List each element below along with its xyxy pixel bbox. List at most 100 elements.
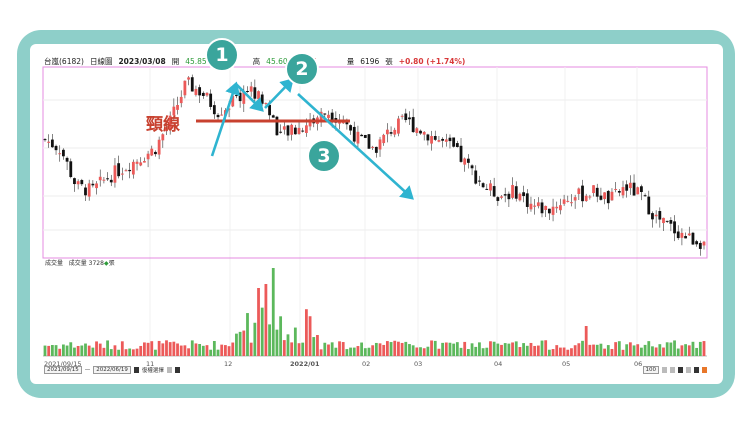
x-tick: 02 xyxy=(362,360,371,368)
candle-body xyxy=(106,178,109,180)
volume-bar xyxy=(485,347,489,356)
candle-body xyxy=(54,145,58,151)
candle-body xyxy=(349,125,352,131)
candle-body xyxy=(205,92,209,96)
volume-bar xyxy=(109,349,113,356)
volume-bar xyxy=(253,322,257,356)
candle-body xyxy=(172,106,176,116)
candle-body xyxy=(463,158,467,165)
candle-body xyxy=(536,202,540,207)
zoom-out-button[interactable] xyxy=(670,367,675,373)
candle-body xyxy=(459,145,463,162)
candle-body xyxy=(433,136,437,140)
pan-button[interactable] xyxy=(678,367,683,373)
candle-body xyxy=(139,162,143,166)
reset-button[interactable] xyxy=(686,367,691,373)
candle-body xyxy=(268,104,271,116)
zoom-in-button[interactable] xyxy=(662,367,667,373)
candle-body xyxy=(385,129,389,135)
candle-body xyxy=(617,191,621,193)
candle-body xyxy=(518,193,522,201)
settings-button[interactable] xyxy=(702,367,707,373)
volume-bar xyxy=(415,347,419,356)
volume-bar xyxy=(216,349,220,356)
volume-bar xyxy=(518,347,522,356)
volume-bar xyxy=(50,345,54,356)
volume-bar xyxy=(621,349,625,356)
volume-bar xyxy=(459,347,463,356)
volume-bar xyxy=(135,348,139,356)
volume-bar xyxy=(113,345,117,356)
candle-body xyxy=(628,182,632,189)
candle-body xyxy=(478,180,481,182)
candle-body xyxy=(474,170,478,184)
zoom-value[interactable]: 100 xyxy=(642,366,659,374)
candle-body xyxy=(65,157,69,162)
candle-body xyxy=(573,197,577,201)
volume-bar xyxy=(308,316,312,356)
volume-bar xyxy=(146,342,150,356)
volume-bar xyxy=(474,346,478,356)
candle-body xyxy=(80,180,84,185)
to-date-input[interactable]: 2022/06/19 xyxy=(93,366,131,374)
candle-body xyxy=(271,115,275,118)
volume-bar xyxy=(606,345,610,356)
arrow-dip xyxy=(235,83,264,112)
volume-bar xyxy=(691,341,695,356)
volume-bar xyxy=(654,347,658,356)
fullscreen-button[interactable] xyxy=(694,367,699,373)
volume-bar xyxy=(304,309,308,356)
badge-3: 3 xyxy=(307,139,341,173)
candle-body xyxy=(393,129,397,135)
candle-body xyxy=(220,114,224,116)
candle-body xyxy=(260,94,264,104)
candle-body xyxy=(485,188,489,190)
option-label: 復權選擇 xyxy=(141,368,164,374)
volume-bar xyxy=(547,349,551,356)
scroll-left-button[interactable] xyxy=(166,367,172,373)
candle-body xyxy=(419,130,422,134)
option-checkbox[interactable] xyxy=(133,367,139,373)
volume-series: 成交量 3728 xyxy=(68,260,104,267)
candle-body xyxy=(676,231,680,239)
candle-body xyxy=(595,187,599,197)
candle-body xyxy=(73,178,76,185)
candle-body xyxy=(161,134,165,141)
candle-body xyxy=(43,139,47,141)
candle-body xyxy=(47,141,51,143)
candle-body xyxy=(98,176,102,181)
candle-body xyxy=(632,182,636,196)
candle-body xyxy=(621,187,625,196)
volume-bar xyxy=(500,344,503,356)
candle-body xyxy=(382,134,386,144)
volume-bar xyxy=(352,347,356,356)
candle-body xyxy=(466,158,470,163)
from-date-input[interactable]: 2021/09/15 xyxy=(44,366,82,374)
candle-body xyxy=(625,184,629,191)
volume-bar xyxy=(212,340,216,356)
candle-body xyxy=(176,104,179,110)
candle-body xyxy=(194,88,198,95)
volume-bar xyxy=(658,344,662,356)
candle-body xyxy=(58,153,62,155)
candle-body xyxy=(555,206,559,209)
volume-bar xyxy=(393,340,397,356)
volume-bar xyxy=(209,349,213,356)
scroll-right-button[interactable] xyxy=(174,367,180,373)
volume-bar xyxy=(378,343,382,356)
volume-bar xyxy=(279,316,283,356)
candle-body xyxy=(179,96,183,104)
volume-bar xyxy=(65,345,69,356)
volume-bar xyxy=(492,341,496,356)
volume-bar xyxy=(536,345,540,356)
x-tick: 04 xyxy=(494,360,503,368)
volume-bar xyxy=(496,343,500,356)
candle-body xyxy=(323,113,327,115)
volume-label: 量 xyxy=(346,56,355,66)
volume-bar xyxy=(282,340,286,356)
volume-bar xyxy=(385,341,389,356)
volume-bar xyxy=(319,349,323,356)
volume-header: 成交量 成交量 3728◆張 xyxy=(45,260,115,267)
badge-2: 2 xyxy=(285,52,319,86)
candle-body xyxy=(212,105,216,115)
